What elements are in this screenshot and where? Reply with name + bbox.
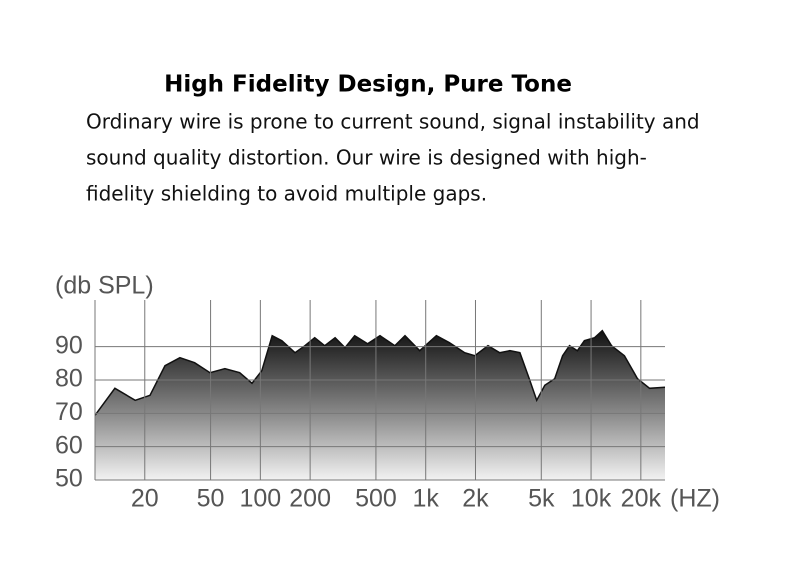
x-tick-label: 50 [197, 485, 225, 513]
line [94, 329, 666, 416]
x-tick-label: 500 [355, 485, 397, 513]
x-tick-label: 10k [571, 485, 612, 513]
x-tick-label: 200 [289, 485, 331, 513]
x-tick-label: 5k [528, 485, 555, 513]
y-axis-label: (db SPL) [55, 272, 154, 300]
x-tick-label: 100 [239, 485, 281, 513]
description-line: fidelity shielding to avoid multiple gap… [86, 182, 487, 206]
area [95, 330, 665, 480]
y-tick-label: 50 [55, 465, 83, 493]
description-line: sound quality distortion. Our wire is de… [86, 146, 647, 170]
y-tick-label: 70 [55, 398, 83, 426]
x-tick-label: 2k [462, 485, 489, 513]
title: High Fidelity Design, Pure Tone [164, 72, 572, 98]
x-tick-label: 20k [621, 485, 662, 513]
description-line: Ordinary wire is prone to current sound,… [86, 110, 700, 134]
x-tick-label: 20 [131, 485, 159, 513]
x-tick-label: 1k [413, 485, 440, 513]
y-tick-label: 80 [55, 365, 83, 393]
y-tick-label: 90 [55, 331, 83, 359]
x-axis-label: (HZ) [670, 485, 720, 513]
y-tick-label: 60 [55, 431, 83, 459]
